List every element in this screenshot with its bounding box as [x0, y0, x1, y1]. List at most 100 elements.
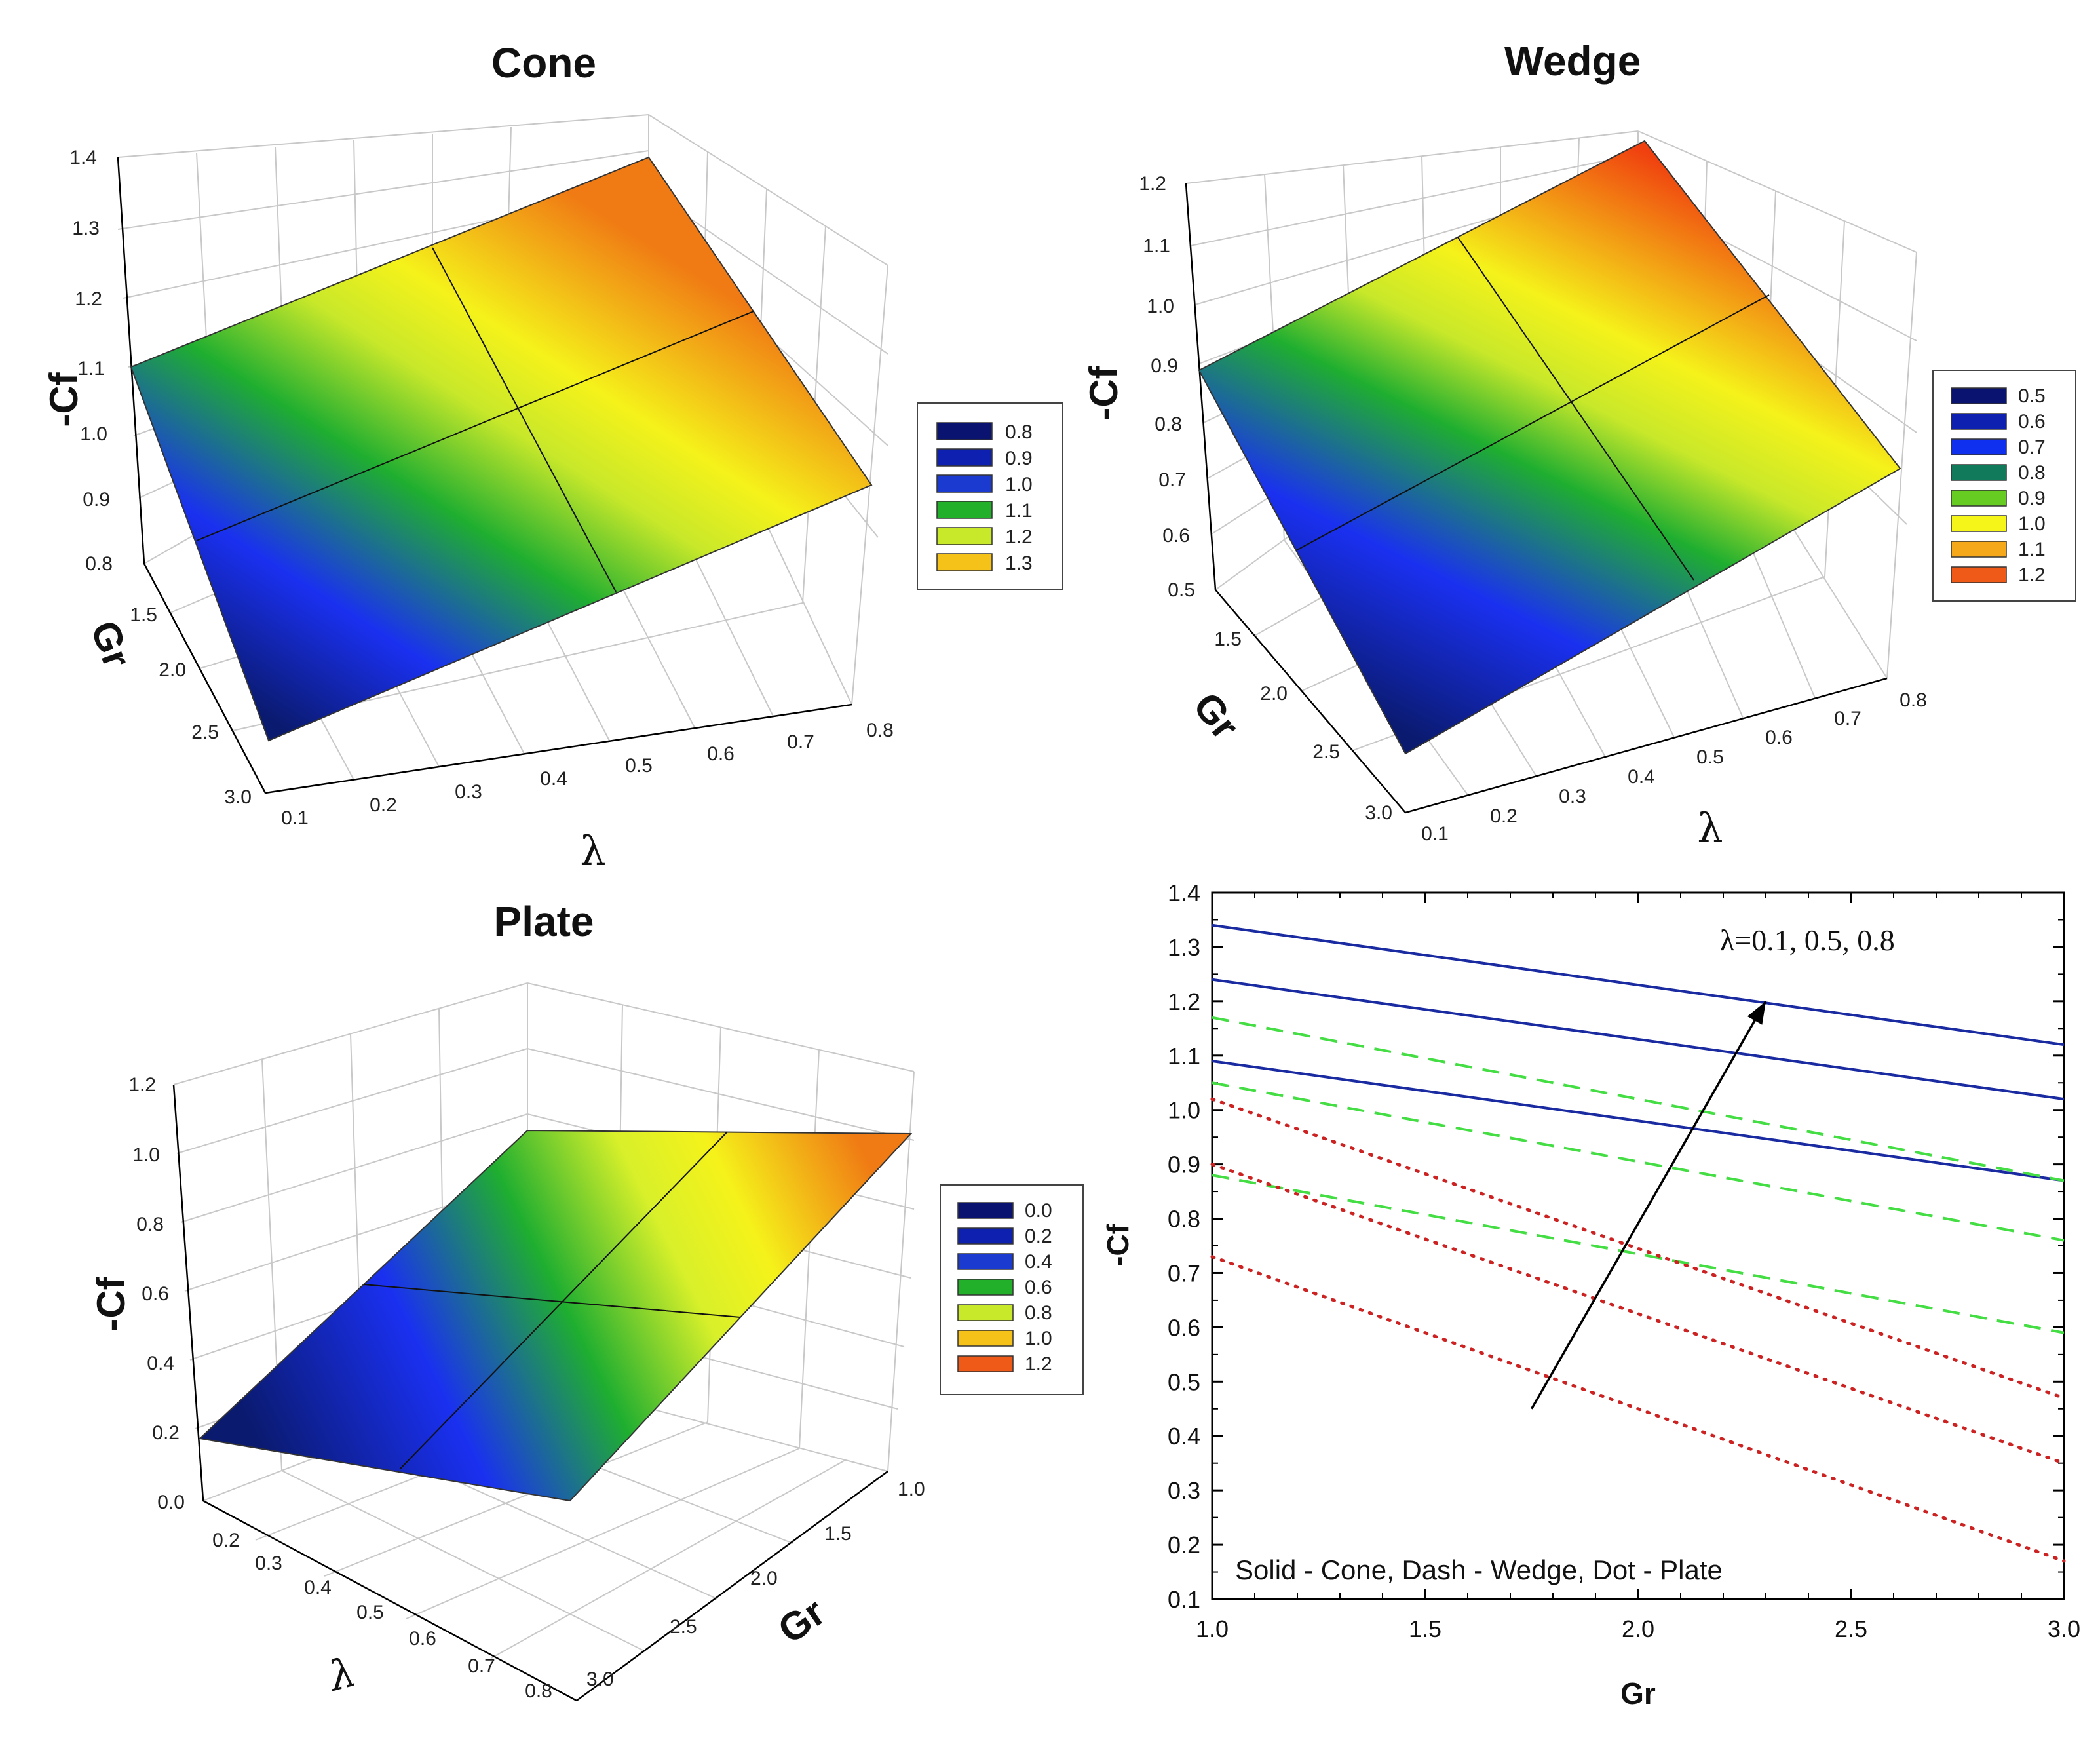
cone-x-tick: 0.5 — [625, 755, 653, 777]
cone-title: Cone — [491, 39, 596, 87]
plate-legend-swatch — [957, 1202, 1014, 1219]
wedge-legend-7: 1.2 — [1951, 564, 2046, 586]
wedge-x-tick: 0.7 — [1834, 708, 1861, 729]
line-x-tick-labels: 1.0 1.5 2.0 2.5 3.0 — [1196, 1615, 2080, 1642]
wedge-legend-label: 1.1 — [2018, 539, 2046, 560]
wedge-axes — [1185, 183, 1888, 814]
wedge-legend-3: 0.8 — [1951, 462, 2046, 484]
wedge-y-ticks: 1.5 2.0 2.5 3.0 — [1214, 628, 1392, 824]
x-tick-label: 2.0 — [1622, 1615, 1654, 1642]
plate-axes — [172, 1084, 888, 1702]
plate-legend-swatch — [957, 1279, 1014, 1296]
cone-y-tick: 1.5 — [130, 604, 157, 626]
plate-legend-swatch — [957, 1227, 1014, 1245]
plate-x-tick: 0.3 — [255, 1553, 282, 1574]
plate-z-tick: 0.2 — [152, 1422, 180, 1444]
wedge-legend-swatch — [1951, 541, 2007, 558]
plate-z-tick: 0.8 — [136, 1214, 164, 1235]
series-line-dash — [1212, 1174, 2065, 1334]
plate-legend-swatch — [957, 1253, 1014, 1270]
x-tick-label: 1.5 — [1409, 1615, 1441, 1642]
wedge-x-tick: 0.8 — [1900, 689, 1927, 711]
wedge-legend-label: 0.6 — [2018, 411, 2046, 433]
y-tick-label: 0.9 — [1168, 1151, 1200, 1178]
line-x-title: Gr — [1620, 1676, 1656, 1710]
cone-x-tick: 0.1 — [281, 807, 309, 829]
wedge-z-title: -Cf — [1082, 365, 1126, 420]
cone-z-tick: 1.0 — [80, 423, 107, 445]
wedge-surface-mesh — [1295, 237, 1770, 581]
y-tick-label: 0.7 — [1168, 1260, 1200, 1286]
cone-legend-swatch — [936, 448, 993, 467]
line-series-group — [1210, 923, 2066, 1563]
wedge-y-tick: 2.5 — [1312, 741, 1340, 763]
line-panel: 0.1 0.2 0.3 0.4 0.5 0.6 0.7 0.8 0.9 1.0 1.1 1.2 1.3 1… — [1101, 879, 2080, 1710]
wedge-legend-label: 0.9 — [2018, 488, 2046, 509]
y-tick-label: 1.3 — [1168, 934, 1200, 961]
x-tick-label: 3.0 — [2048, 1615, 2080, 1642]
series-line-solid — [1212, 923, 2065, 1047]
plate-x-tick: 0.6 — [409, 1628, 436, 1650]
wedge-legend-1: 0.6 — [1951, 411, 2046, 433]
y-tick-label: 0.3 — [1168, 1477, 1200, 1504]
wedge-z-tick: 0.6 — [1162, 525, 1190, 547]
cone-x-ticks: 0.1 0.2 0.3 0.4 0.5 0.6 0.7 0.8 — [281, 720, 894, 829]
plate-y-tick: 3.0 — [586, 1669, 614, 1690]
wedge-z-ticks: 1.2 1.1 1.0 0.9 0.8 0.7 0.6 0.5 — [1139, 173, 1195, 601]
plate-y-tick: 1.0 — [898, 1478, 925, 1500]
y-tick-label: 0.2 — [1168, 1532, 1200, 1558]
cone-legend-label: 1.0 — [1005, 474, 1033, 495]
series-line-dot — [1210, 1097, 2066, 1400]
cone-z-tick: 1.2 — [75, 288, 102, 310]
cone-legend-0: 0.8 — [936, 421, 1033, 443]
wedge-legend-label: 1.2 — [2018, 564, 2046, 586]
cone-legend-swatch — [936, 553, 993, 571]
cone-x-tick: 0.7 — [787, 731, 814, 753]
plate-legend-swatch — [957, 1304, 1014, 1321]
wedge-x-tick: 0.4 — [1628, 766, 1655, 788]
wedge-z-tick: 0.7 — [1158, 469, 1186, 491]
cone-legend-5: 1.3 — [936, 552, 1033, 574]
cone-x-tick: 0.8 — [866, 720, 894, 741]
plate-y-tick: 2.5 — [670, 1616, 697, 1638]
plate-legend-label: 0.8 — [1025, 1302, 1052, 1324]
wedge-z-tick: 0.8 — [1155, 414, 1182, 435]
cone-z-tick: 0.8 — [85, 553, 113, 575]
cone-y-ticks: 1.5 2.0 2.5 3.0 — [130, 604, 252, 808]
cone-legend-label: 1.1 — [1005, 500, 1033, 522]
plate-z-tick: 0.6 — [142, 1283, 169, 1305]
plate-z-tick: 0.4 — [147, 1353, 174, 1374]
y-tick-label: 1.0 — [1168, 1097, 1200, 1124]
cone-legend-label: 0.8 — [1005, 421, 1033, 443]
plate-z-ticks: 1.2 1.0 0.8 0.6 0.4 0.2 0.0 — [128, 1074, 185, 1513]
plate-legend-0: 0.0 — [957, 1200, 1052, 1222]
series-line-dash — [1212, 1016, 2065, 1182]
wedge-y-tick: 1.5 — [1214, 628, 1242, 650]
cone-z-tick: 1.1 — [77, 358, 105, 379]
plate-y-title: Gr — [770, 1590, 833, 1652]
wedge-y-tick: 2.0 — [1260, 683, 1288, 705]
plate-panel: Plate — [89, 898, 1084, 1702]
wedge-z-tick: 0.5 — [1168, 579, 1195, 601]
wedge-panel: Wedge — [1082, 37, 2076, 852]
cone-legend-label: 1.2 — [1005, 526, 1033, 548]
plate-legend-label: 1.2 — [1025, 1353, 1052, 1375]
cone-y-tick: 3.0 — [224, 786, 252, 808]
plate-legend-label: 0.6 — [1025, 1277, 1052, 1298]
cone-x-title: λ — [580, 827, 605, 875]
trend-arrow-shaft — [1530, 1000, 1767, 1410]
y-tick-label: 0.8 — [1168, 1206, 1200, 1233]
line-y-title: -Cf — [1101, 1224, 1135, 1266]
wedge-legend-5: 1.0 — [1951, 513, 2046, 535]
wedge-legend-swatch — [1951, 438, 2007, 455]
plate-x-tick: 0.8 — [525, 1680, 552, 1702]
y-tick-label: 0.4 — [1168, 1423, 1200, 1450]
wedge-legend-swatch — [1951, 413, 2007, 430]
cone-legend-swatch — [936, 422, 993, 440]
wedge-legend-swatch — [1951, 566, 2007, 583]
x-tick-label: 1.0 — [1196, 1615, 1229, 1642]
wedge-legend-6: 1.1 — [1951, 539, 2046, 560]
cone-legend-4: 1.2 — [936, 526, 1033, 548]
wedge-legend-4: 0.9 — [1951, 488, 2046, 509]
